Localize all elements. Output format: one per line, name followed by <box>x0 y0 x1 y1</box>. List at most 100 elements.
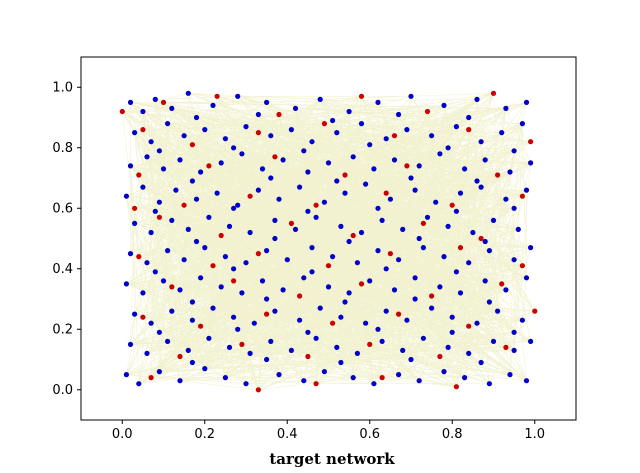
blue-node-point <box>396 257 402 263</box>
red-node-point <box>210 263 216 269</box>
blue-node-point <box>247 350 253 356</box>
blue-node-point <box>334 178 340 184</box>
red-node-point <box>160 99 167 105</box>
blue-node-point <box>185 347 191 353</box>
red-node-point <box>330 320 336 326</box>
blue-node-point <box>189 317 195 323</box>
blue-node-point <box>486 381 492 387</box>
blue-node-point <box>222 375 228 381</box>
blue-node-point <box>375 99 381 105</box>
blue-node-point <box>511 347 517 353</box>
blue-node-point <box>416 378 422 384</box>
red-node-point <box>325 263 332 269</box>
blue-node-point <box>420 335 426 341</box>
blue-node-point <box>371 381 377 387</box>
y-tick-label: 0.8 <box>52 141 73 156</box>
blue-node-point <box>474 178 480 184</box>
red-node-point <box>519 193 526 199</box>
blue-node-point <box>222 136 228 142</box>
red-node-point <box>532 308 538 314</box>
blue-node-point <box>490 217 497 223</box>
blue-node-point <box>474 320 480 326</box>
blue-node-point <box>321 199 327 205</box>
red-node-point <box>358 281 365 287</box>
x-tick-label: 1.0 <box>524 427 545 442</box>
red-node-point <box>136 254 142 260</box>
red-node-point <box>140 314 146 320</box>
blue-node-point <box>276 372 282 378</box>
blue-node-point <box>495 308 501 314</box>
blue-node-point <box>499 130 505 136</box>
blue-node-point <box>243 260 249 266</box>
blue-node-point <box>367 278 373 284</box>
blue-node-point <box>330 117 336 124</box>
red-node-point <box>276 111 282 118</box>
blue-node-point <box>127 251 134 257</box>
x-axis-label: target network <box>269 450 395 468</box>
x-axis: 0.0 0.2 0.4 0.6 0.8 1.0 <box>112 420 545 442</box>
red-node-point <box>503 344 509 350</box>
red-node-point <box>189 142 195 148</box>
blue-node-point <box>136 381 142 387</box>
blue-node-point <box>412 296 418 302</box>
blue-node-point <box>127 341 134 347</box>
red-node-point <box>214 93 220 99</box>
blue-node-point <box>264 248 270 254</box>
blue-node-point <box>243 381 249 387</box>
red-node-point <box>404 163 410 169</box>
red-node-point <box>255 251 261 257</box>
blue-node-point <box>280 287 286 293</box>
blue-node-point <box>441 254 447 260</box>
blue-node-point <box>305 329 311 335</box>
blue-node-point <box>375 205 381 211</box>
blue-node-point <box>140 108 146 115</box>
blue-node-point <box>486 248 492 254</box>
blue-node-point <box>416 235 422 242</box>
blue-node-point <box>453 269 459 275</box>
blue-node-point <box>375 248 381 254</box>
blue-node-point <box>235 202 241 208</box>
blue-node-point <box>408 175 414 181</box>
blue-node-point <box>198 275 204 281</box>
blue-node-point <box>433 199 439 205</box>
red-node-point <box>391 133 398 139</box>
blue-node-point <box>523 99 530 105</box>
blue-node-point <box>144 350 150 356</box>
blue-node-point <box>416 163 422 169</box>
red-node-point <box>198 323 204 329</box>
blue-node-point <box>152 269 158 275</box>
blue-node-point <box>189 178 195 184</box>
blue-node-point <box>437 284 443 290</box>
red-node-point <box>495 172 501 178</box>
red-node-point <box>429 293 435 299</box>
blue-node-point <box>363 181 369 187</box>
blue-node-point <box>189 359 195 366</box>
blue-node-point <box>288 347 294 353</box>
blue-node-point <box>383 136 389 142</box>
blue-node-point <box>354 260 360 266</box>
x-tick-label: 0.8 <box>442 427 463 442</box>
blue-node-point <box>144 260 150 266</box>
blue-node-point <box>156 329 162 335</box>
blue-node-point <box>523 187 530 193</box>
blue-node-point <box>363 320 369 326</box>
blue-node-point <box>358 121 365 127</box>
blue-node-point <box>255 111 261 118</box>
blue-node-point <box>185 226 191 232</box>
blue-node-point <box>268 338 274 344</box>
blue-node-point <box>482 278 488 284</box>
blue-node-point <box>338 314 344 320</box>
red-node-point <box>272 154 278 160</box>
blue-node-point <box>528 338 534 344</box>
blue-node-point <box>132 220 138 226</box>
blue-node-point <box>507 372 513 378</box>
blue-node-point <box>371 166 377 172</box>
blue-node-point <box>515 226 521 232</box>
blue-node-point <box>391 287 398 293</box>
red-node-point <box>367 341 373 347</box>
blue-node-point <box>429 305 435 311</box>
blue-node-point <box>457 290 464 296</box>
blue-node-point <box>127 99 134 105</box>
red-node-point <box>247 193 253 199</box>
